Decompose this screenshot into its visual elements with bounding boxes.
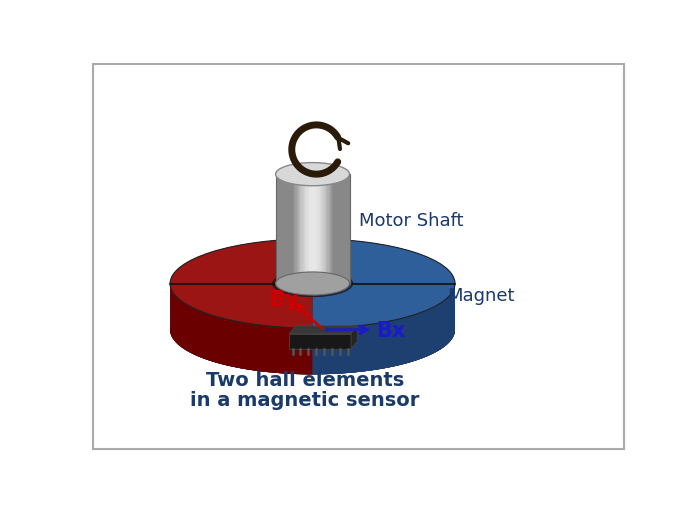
Bar [300, 175, 302, 284]
Bar [330, 175, 331, 284]
Ellipse shape [170, 286, 455, 375]
Bar [279, 175, 281, 284]
Bar [335, 175, 336, 284]
Bar [341, 175, 342, 284]
Bar [299, 175, 300, 284]
Bar [340, 175, 341, 284]
Polygon shape [290, 326, 357, 334]
Bar [346, 175, 347, 284]
Polygon shape [170, 239, 313, 328]
Text: Bx: Bx [377, 320, 406, 340]
Polygon shape [313, 271, 353, 297]
Bar [316, 175, 318, 284]
Bar [312, 175, 313, 284]
Bar [338, 175, 339, 284]
Text: Two hall elements: Two hall elements [206, 371, 404, 389]
Text: By: By [270, 289, 299, 309]
Bar [313, 175, 314, 284]
Polygon shape [170, 239, 313, 375]
Text: in a magnetic sensor: in a magnetic sensor [190, 390, 419, 409]
Polygon shape [170, 284, 455, 375]
Bar [325, 175, 326, 284]
Bar [293, 175, 294, 284]
Ellipse shape [276, 272, 349, 295]
Bar [337, 175, 338, 284]
Bar [292, 175, 293, 284]
Text: Motor Shaft: Motor Shaft [359, 212, 463, 230]
Polygon shape [170, 284, 313, 375]
Bar [332, 175, 333, 284]
Bar [287, 175, 288, 284]
Bar [276, 175, 278, 284]
Bar [326, 175, 328, 284]
Polygon shape [313, 239, 455, 375]
Bar [284, 175, 286, 284]
Bar [278, 175, 279, 284]
Bar [314, 175, 315, 284]
Bar [323, 175, 325, 284]
Bar [290, 175, 292, 284]
Bar [310, 175, 312, 284]
Bar [295, 175, 297, 284]
Bar [328, 175, 330, 284]
Bar [302, 175, 304, 284]
Bar [297, 175, 298, 284]
Bar [305, 175, 307, 284]
Bar [289, 175, 290, 284]
Bar [283, 175, 284, 284]
Bar [315, 175, 316, 284]
Polygon shape [351, 326, 357, 349]
Bar [307, 175, 309, 284]
Ellipse shape [276, 163, 349, 186]
Bar [294, 175, 295, 284]
Bar [318, 175, 320, 284]
Bar [321, 175, 323, 284]
Polygon shape [170, 284, 455, 375]
Bar [288, 175, 289, 284]
Bar [282, 175, 283, 284]
Bar [336, 175, 337, 284]
Polygon shape [313, 284, 455, 375]
Polygon shape [313, 239, 455, 328]
Bar [333, 175, 335, 284]
Bar [298, 175, 299, 284]
Polygon shape [272, 271, 313, 297]
Bar [320, 175, 321, 284]
Bar [304, 175, 305, 284]
Polygon shape [290, 334, 351, 349]
Bar [331, 175, 332, 284]
Bar [286, 175, 287, 284]
Bar [342, 175, 344, 284]
Bar [347, 175, 349, 284]
Bar [309, 175, 310, 284]
Text: Magnet: Magnet [447, 287, 514, 304]
Bar [344, 175, 346, 284]
